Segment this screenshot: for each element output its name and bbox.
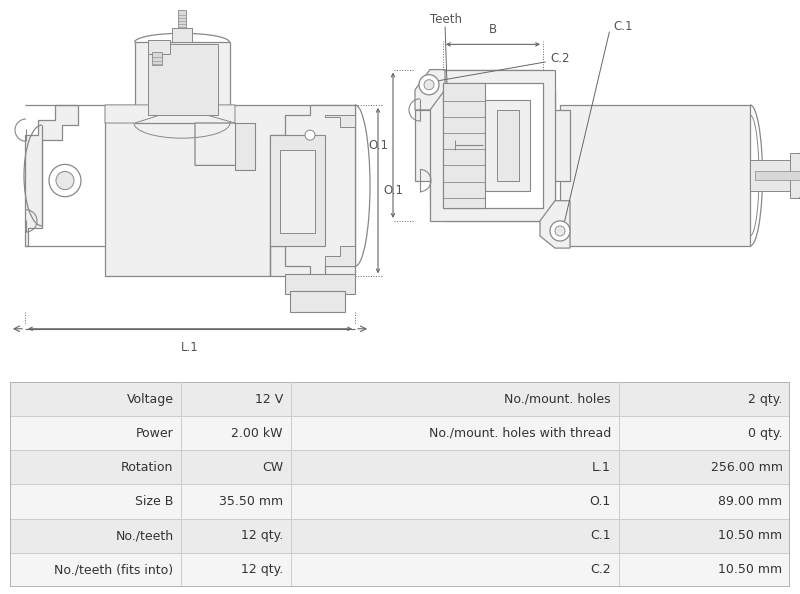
Polygon shape xyxy=(750,160,800,191)
Polygon shape xyxy=(270,105,355,276)
Text: 35.50 mm: 35.50 mm xyxy=(218,495,283,508)
Circle shape xyxy=(419,75,439,95)
Circle shape xyxy=(424,80,434,90)
Text: 2.00 kW: 2.00 kW xyxy=(231,426,283,440)
Text: 2 qty.: 2 qty. xyxy=(748,393,782,406)
Text: CW: CW xyxy=(262,461,283,474)
Polygon shape xyxy=(540,201,570,248)
Text: B: B xyxy=(489,23,497,36)
Bar xyxy=(290,292,345,312)
Bar xyxy=(10,519,790,552)
Text: O.1: O.1 xyxy=(590,495,611,508)
Text: 10.50 mm: 10.50 mm xyxy=(718,563,782,576)
Text: 256.00 mm: 256.00 mm xyxy=(710,461,782,474)
Text: No./mount. holes: No./mount. holes xyxy=(504,393,611,406)
Text: Power: Power xyxy=(136,426,174,440)
Circle shape xyxy=(305,130,315,140)
Circle shape xyxy=(555,226,565,236)
Bar xyxy=(497,110,519,181)
Text: No./teeth (fits into): No./teeth (fits into) xyxy=(54,563,174,576)
Polygon shape xyxy=(105,105,235,123)
Text: Voltage: Voltage xyxy=(126,393,174,406)
Bar xyxy=(430,69,555,221)
Text: 0 qty.: 0 qty. xyxy=(748,426,782,440)
Bar xyxy=(10,382,790,416)
Bar xyxy=(172,29,192,42)
Polygon shape xyxy=(325,246,355,266)
Bar xyxy=(790,153,800,198)
Bar xyxy=(148,45,218,115)
Polygon shape xyxy=(325,115,355,127)
Bar xyxy=(10,485,790,519)
Polygon shape xyxy=(195,123,245,165)
Text: C.2: C.2 xyxy=(590,563,611,576)
Bar xyxy=(750,169,800,182)
Bar xyxy=(105,105,355,276)
Bar xyxy=(135,42,230,123)
Text: 12 qty.: 12 qty. xyxy=(241,563,283,576)
Bar xyxy=(270,135,325,246)
Text: O.1: O.1 xyxy=(383,184,403,197)
Bar xyxy=(235,123,255,170)
Text: No./teeth: No./teeth xyxy=(115,529,174,542)
Circle shape xyxy=(550,221,570,241)
Circle shape xyxy=(56,172,74,189)
Bar xyxy=(755,172,800,179)
Bar xyxy=(10,552,790,587)
Polygon shape xyxy=(25,105,78,246)
Bar xyxy=(280,150,315,233)
Text: 89.00 mm: 89.00 mm xyxy=(718,495,782,508)
Polygon shape xyxy=(415,69,445,110)
Text: 12 qty.: 12 qty. xyxy=(241,529,283,542)
Text: C.2: C.2 xyxy=(550,52,570,65)
Text: 12 V: 12 V xyxy=(254,393,283,406)
Bar xyxy=(560,105,750,246)
Bar xyxy=(152,52,162,65)
Bar xyxy=(10,416,790,450)
Text: No./mount. holes with thread: No./mount. holes with thread xyxy=(429,426,611,440)
Bar xyxy=(443,83,485,208)
Text: L.1: L.1 xyxy=(592,461,611,474)
Text: C.1: C.1 xyxy=(590,529,611,542)
Text: C.1: C.1 xyxy=(613,20,633,33)
Text: 10.50 mm: 10.50 mm xyxy=(718,529,782,542)
Polygon shape xyxy=(415,69,570,221)
Circle shape xyxy=(49,165,81,197)
Text: Rotation: Rotation xyxy=(121,461,174,474)
Bar xyxy=(443,83,543,208)
Bar xyxy=(285,274,355,295)
Text: O.1: O.1 xyxy=(368,139,388,151)
Text: Teeth: Teeth xyxy=(430,12,462,26)
Bar xyxy=(485,100,530,191)
Text: Size B: Size B xyxy=(135,495,174,508)
Text: L.1: L.1 xyxy=(181,341,199,354)
Bar xyxy=(148,40,170,55)
Bar xyxy=(10,450,790,484)
Bar xyxy=(178,10,186,29)
